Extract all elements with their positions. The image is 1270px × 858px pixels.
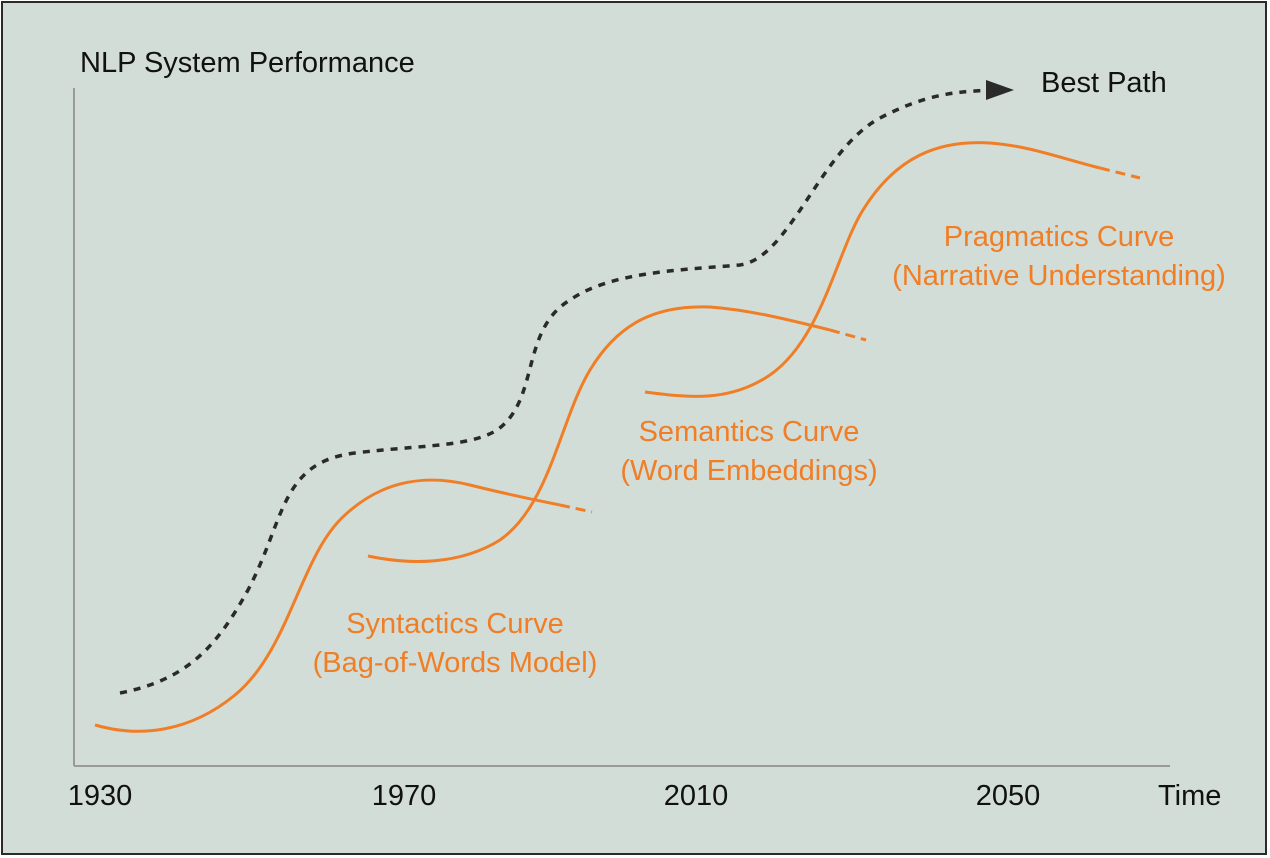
semantics-curve-tail <box>829 328 867 342</box>
x-tick-1970: 1970 <box>372 780 437 812</box>
x-tick-2050: 2050 <box>976 780 1041 812</box>
x-axis-label: Time <box>1158 780 1221 812</box>
syntactics-curve-subtitle: (Bag-of-Words Model) <box>313 647 598 679</box>
best-path-arrowhead <box>986 80 1014 100</box>
pragmatics-curve-tail <box>1099 166 1141 180</box>
x-tick-2010: 2010 <box>664 780 729 812</box>
pragmatics-curve-label: Pragmatics Curve <box>944 221 1174 253</box>
best-path-label: Best Path <box>1041 67 1167 99</box>
y-axis-title: NLP System Performance <box>80 47 415 79</box>
pragmatics-curve-subtitle: (Narrative Understanding) <box>892 260 1226 292</box>
syntactics-curve <box>94 478 561 733</box>
syntactics-curve-label: Syntactics Curve <box>346 608 564 640</box>
semantics-curve-subtitle: (Word Embeddings) <box>620 455 877 487</box>
semantics-curve-label: Semantics Curve <box>639 416 860 448</box>
syntactics-curve-tail <box>559 503 593 514</box>
x-tick-1930: 1930 <box>68 780 133 812</box>
semantics-curve <box>367 305 831 563</box>
pragmatics-curve <box>644 141 1101 398</box>
